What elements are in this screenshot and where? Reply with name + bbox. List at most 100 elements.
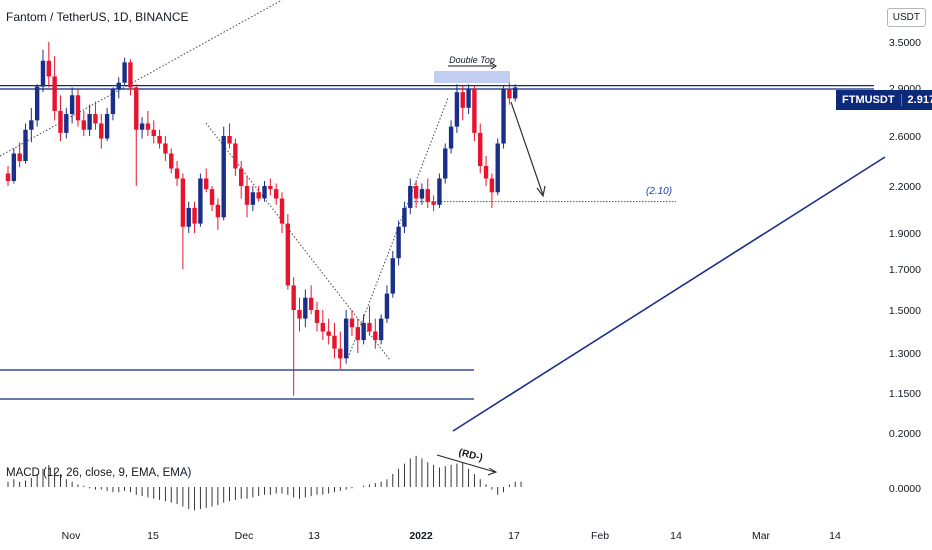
candle-body bbox=[64, 114, 69, 133]
candle-body bbox=[303, 297, 308, 319]
candle-body bbox=[23, 129, 28, 161]
price-axis-label: 1.9000 bbox=[889, 228, 921, 240]
candle-body bbox=[250, 192, 256, 205]
price-axis-label: 3.5000 bbox=[889, 37, 921, 49]
long-term-trendline bbox=[452, 156, 886, 432]
candle-body bbox=[268, 186, 273, 190]
candle-body bbox=[378, 318, 384, 341]
candle-body bbox=[437, 178, 442, 205]
time-axis-label: 2022 bbox=[409, 530, 433, 542]
candle-body bbox=[472, 89, 477, 133]
candle-body bbox=[192, 207, 197, 224]
candle-body bbox=[448, 126, 454, 149]
last-price-value: 2.9173 bbox=[907, 94, 932, 106]
candle-body bbox=[343, 318, 349, 359]
candle-body bbox=[227, 136, 232, 144]
candle-body bbox=[52, 76, 57, 111]
candle-body bbox=[285, 223, 291, 286]
candle-body bbox=[104, 114, 110, 139]
candle-body bbox=[256, 192, 261, 199]
candle-body bbox=[308, 297, 314, 310]
time-axis-label: 14 bbox=[829, 530, 841, 542]
candle-body bbox=[29, 120, 34, 130]
candle-body bbox=[186, 207, 191, 227]
candle-body bbox=[169, 153, 174, 169]
candle-body bbox=[489, 178, 495, 193]
candle-body bbox=[513, 87, 518, 99]
price-axis-label: 0.2000 bbox=[889, 428, 921, 440]
candle-body bbox=[99, 123, 104, 139]
candle-body bbox=[495, 143, 500, 193]
double-top-label: Double Top bbox=[449, 55, 495, 65]
candle-body bbox=[443, 148, 448, 179]
time-axis-label: 17 bbox=[508, 530, 520, 542]
price-axis-label: 1.5000 bbox=[889, 305, 921, 317]
candle-body bbox=[390, 258, 395, 294]
double-top-zone bbox=[434, 71, 510, 83]
candle-body bbox=[110, 89, 116, 115]
price-axis-label: 1.7000 bbox=[889, 264, 921, 276]
candle-body bbox=[145, 123, 151, 130]
candle-body bbox=[17, 153, 22, 161]
candle-body bbox=[460, 92, 465, 108]
time-axis-label: Dec bbox=[235, 530, 254, 542]
candle-body bbox=[139, 123, 145, 130]
candle-body bbox=[338, 348, 343, 359]
candle-body bbox=[419, 189, 425, 199]
candle-body bbox=[314, 310, 320, 323]
candle-body bbox=[122, 62, 127, 83]
time-axis-label: Feb bbox=[591, 530, 609, 542]
candle-body bbox=[402, 207, 407, 227]
projection-arrow bbox=[510, 101, 544, 196]
price-axis-label: 2.2000 bbox=[889, 181, 921, 193]
price-axis-label: 1.1500 bbox=[889, 388, 921, 400]
price-axis-label: 2.6000 bbox=[889, 131, 921, 143]
candle-body bbox=[355, 327, 360, 341]
candle-body bbox=[180, 178, 186, 227]
candle-body bbox=[273, 189, 279, 199]
candle-body bbox=[507, 89, 512, 99]
candle-body bbox=[396, 226, 401, 259]
divergence-arrowhead bbox=[487, 467, 498, 476]
rising-trendline-dotted bbox=[0, 0, 283, 157]
macd-legend: MACD (12, 26, close, 9, EMA, EMA) bbox=[6, 467, 192, 479]
candle-body bbox=[46, 60, 52, 77]
time-axis-label: Nov bbox=[62, 530, 81, 542]
candle-body bbox=[209, 189, 215, 205]
currency-button[interactable]: USDT bbox=[886, 8, 926, 27]
candle-body bbox=[466, 89, 471, 108]
candle-body bbox=[34, 86, 40, 121]
candle-body bbox=[478, 132, 483, 166]
candle-body bbox=[221, 136, 226, 218]
candle-body bbox=[198, 178, 203, 224]
candle-body bbox=[11, 153, 17, 181]
candle-body bbox=[75, 95, 81, 121]
recovery-trendline-dotted bbox=[347, 97, 449, 359]
macd-axis-label: 0.0000 bbox=[889, 483, 921, 495]
candle-body bbox=[128, 62, 133, 88]
candle-body bbox=[408, 186, 413, 208]
candle-body bbox=[151, 129, 156, 136]
candle-body bbox=[454, 92, 460, 127]
candle-body bbox=[297, 310, 302, 319]
candle-body bbox=[174, 168, 180, 179]
candle-body bbox=[116, 82, 121, 89]
candle-body bbox=[384, 293, 390, 319]
candle-body bbox=[244, 186, 250, 205]
candle-body bbox=[326, 331, 331, 336]
projection-arrowhead bbox=[536, 185, 546, 198]
candle-body bbox=[279, 198, 285, 224]
candle-body bbox=[5, 173, 11, 181]
candle-body bbox=[483, 166, 489, 179]
candle-body bbox=[332, 335, 337, 349]
candle-body bbox=[69, 95, 75, 115]
candle-body bbox=[40, 60, 46, 87]
candle-body bbox=[373, 331, 378, 341]
time-axis-label: 13 bbox=[308, 530, 320, 542]
target-label: (2.10) bbox=[646, 186, 672, 197]
candle-body bbox=[163, 143, 168, 154]
candle-body bbox=[501, 89, 506, 144]
candle-body bbox=[291, 285, 296, 310]
